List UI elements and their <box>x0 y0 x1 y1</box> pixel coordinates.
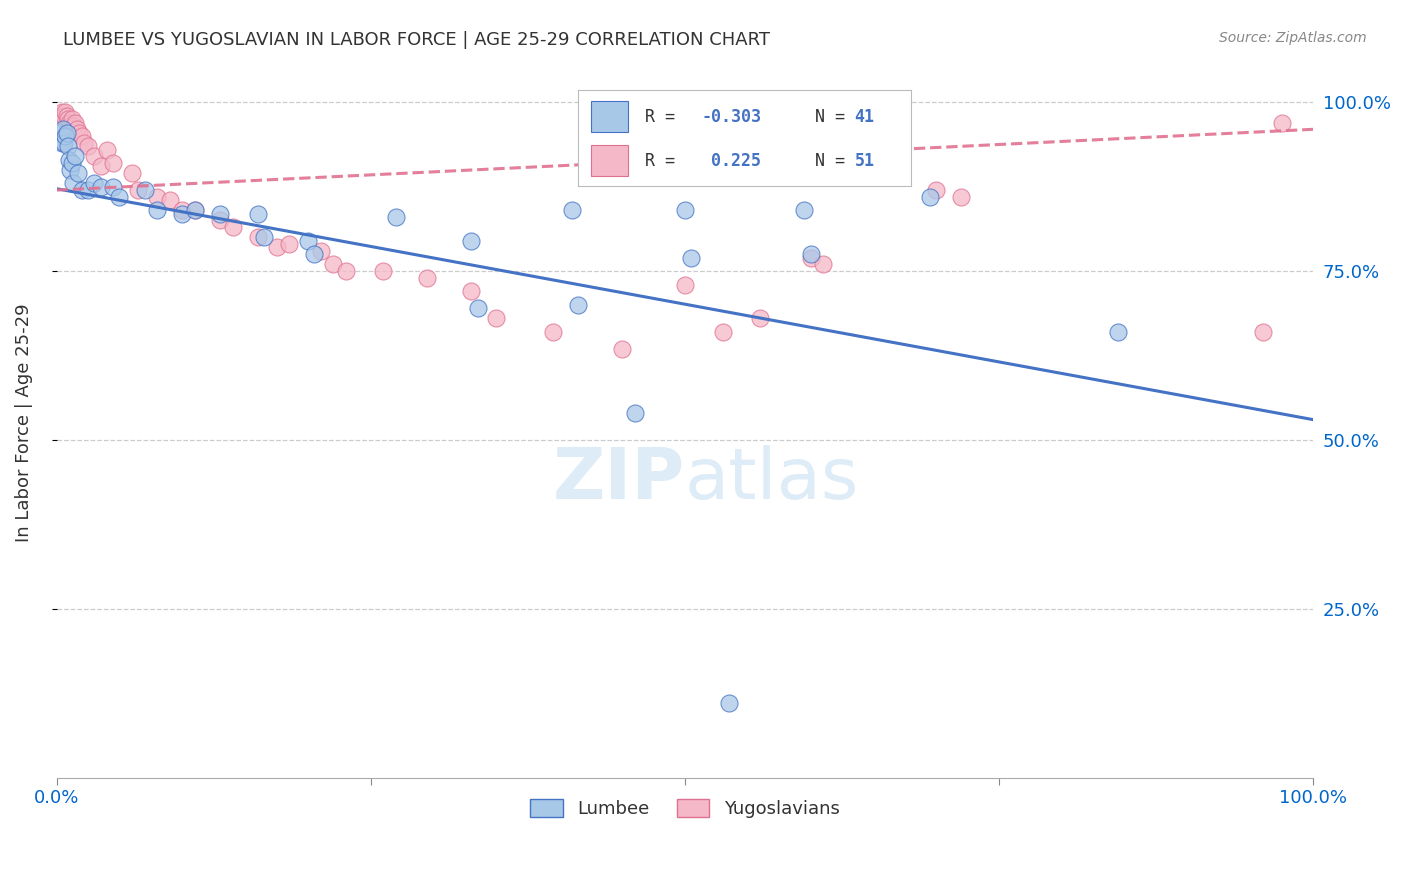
Point <box>373 264 395 278</box>
Point <box>159 193 181 207</box>
Point <box>416 270 439 285</box>
Point <box>77 183 100 197</box>
Point <box>83 177 105 191</box>
Point <box>278 237 301 252</box>
Point <box>73 136 96 150</box>
Point <box>208 207 231 221</box>
Point <box>127 183 149 197</box>
Point <box>55 126 77 140</box>
Point <box>53 136 76 150</box>
Point <box>59 162 82 177</box>
Point <box>673 277 696 292</box>
Point <box>302 247 325 261</box>
Point <box>101 156 124 170</box>
Legend: Lumbee, Yugoslavians: Lumbee, Yugoslavians <box>523 791 846 825</box>
Point <box>623 406 645 420</box>
Point <box>1251 325 1274 339</box>
Point <box>793 203 815 218</box>
Point <box>800 247 823 261</box>
Point <box>221 220 243 235</box>
Point <box>717 696 740 710</box>
Point <box>101 179 124 194</box>
Point <box>146 190 169 204</box>
Point <box>60 156 83 170</box>
Point <box>65 115 87 129</box>
Point <box>134 183 156 197</box>
Y-axis label: In Labor Force | Age 25-29: In Labor Force | Age 25-29 <box>15 304 32 542</box>
Point <box>925 183 948 197</box>
Point <box>184 203 207 218</box>
Point <box>322 257 344 271</box>
Point <box>749 311 772 326</box>
Point <box>65 149 87 163</box>
Point <box>184 203 207 218</box>
Point <box>172 203 194 218</box>
Point <box>60 112 83 127</box>
Point <box>62 177 84 191</box>
Point <box>53 109 76 123</box>
Text: ZIP: ZIP <box>553 445 685 515</box>
Point <box>108 190 131 204</box>
Point <box>266 240 288 254</box>
Point <box>56 112 79 127</box>
Point <box>711 325 734 339</box>
Point <box>610 342 633 356</box>
Text: atlas: atlas <box>685 445 859 515</box>
Point <box>58 153 80 167</box>
Point <box>246 207 269 221</box>
Point <box>918 190 941 204</box>
Point <box>335 264 357 278</box>
Point <box>297 234 319 248</box>
Point <box>309 244 332 258</box>
Point <box>66 166 89 180</box>
Point <box>460 234 482 248</box>
Point <box>681 251 703 265</box>
Point <box>385 210 408 224</box>
Point <box>467 301 489 316</box>
Point <box>253 230 276 244</box>
Point <box>77 139 100 153</box>
Point <box>62 122 84 136</box>
Point <box>121 166 143 180</box>
Point <box>460 285 482 299</box>
Point <box>800 251 823 265</box>
Point <box>246 230 269 244</box>
Point <box>66 122 89 136</box>
Point <box>52 112 75 127</box>
Point <box>172 207 194 221</box>
Point <box>55 109 77 123</box>
Point <box>1271 115 1294 129</box>
Point <box>58 115 80 129</box>
Point <box>541 325 564 339</box>
Point <box>55 129 77 144</box>
Point <box>146 203 169 218</box>
Point <box>49 126 72 140</box>
Text: Source: ZipAtlas.com: Source: ZipAtlas.com <box>1219 31 1367 45</box>
Point <box>63 119 86 133</box>
Point <box>561 203 583 218</box>
Point <box>56 139 79 153</box>
Point <box>55 105 77 120</box>
Point <box>811 257 834 271</box>
Point <box>67 126 90 140</box>
Point <box>90 179 112 194</box>
Point <box>52 122 75 136</box>
Point <box>83 149 105 163</box>
Point <box>70 129 93 144</box>
Point <box>96 143 118 157</box>
Point <box>673 203 696 218</box>
Point <box>485 311 508 326</box>
Text: LUMBEE VS YUGOSLAVIAN IN LABOR FORCE | AGE 25-29 CORRELATION CHART: LUMBEE VS YUGOSLAVIAN IN LABOR FORCE | A… <box>63 31 770 49</box>
Point <box>51 105 73 120</box>
Point <box>90 160 112 174</box>
Point <box>59 119 82 133</box>
Point <box>950 190 973 204</box>
Point <box>208 213 231 227</box>
Point <box>70 183 93 197</box>
Point <box>1108 325 1130 339</box>
Point <box>567 298 589 312</box>
Point <box>51 136 73 150</box>
Point <box>49 109 72 123</box>
